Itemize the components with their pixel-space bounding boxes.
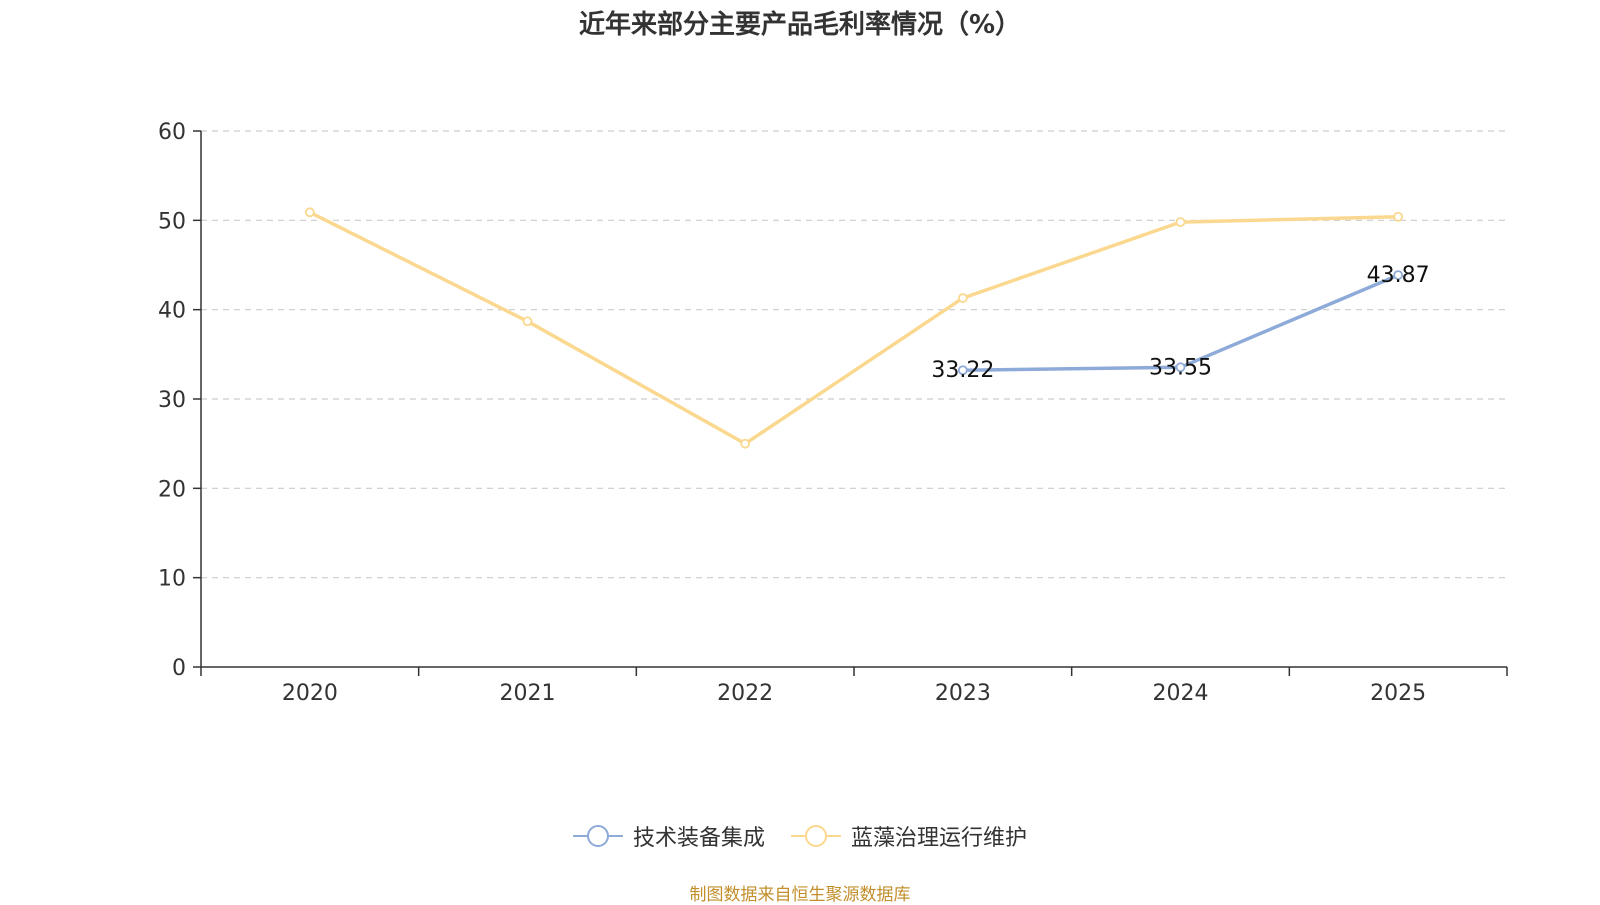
y-tick-label: 10 bbox=[158, 567, 186, 592]
x-tick-label: 2024 bbox=[1153, 681, 1209, 706]
legend-label: 蓝藻治理运行维护 bbox=[851, 826, 1028, 851]
legend: 技术装备集成 蓝藻治理运行维护 bbox=[0, 820, 1600, 852]
y-tick-label: 0 bbox=[172, 656, 186, 681]
x-tick-label: 2021 bbox=[500, 681, 556, 706]
data-point bbox=[1393, 211, 1404, 222]
legend-item-series-0[interactable]: 技术装备集成 bbox=[572, 820, 765, 852]
series-line-1 bbox=[309, 210, 1399, 446]
chart-title: 近年来部分主要产品毛利率情况（%） bbox=[578, 10, 1022, 40]
legend-line-marker-icon bbox=[791, 825, 841, 847]
data-label: 33.55 bbox=[1149, 355, 1212, 380]
data-labels: 33.22 33.55 43.87 bbox=[931, 263, 1429, 383]
y-tick-label: 40 bbox=[158, 299, 186, 324]
x-tick-label: 2022 bbox=[717, 681, 773, 706]
data-point bbox=[522, 316, 533, 327]
x-tick-label: 2020 bbox=[282, 681, 338, 706]
data-label: 33.22 bbox=[931, 358, 994, 383]
legend-line-marker-icon bbox=[572, 825, 623, 847]
series-lines bbox=[304, 207, 1404, 449]
grid-lines bbox=[201, 130, 1507, 579]
source-note: 制图数据来自恒生聚源数据库 bbox=[689, 885, 911, 905]
y-tick-label: 60 bbox=[158, 120, 186, 145]
data-label: 43.87 bbox=[1367, 263, 1430, 288]
axes: 0 10 20 30 40 50 60 2020 2021 2022 2023 2024 2025 bbox=[158, 120, 1508, 706]
x-tick-label: 2023 bbox=[935, 681, 991, 706]
data-point bbox=[1175, 217, 1186, 228]
y-tick-label: 20 bbox=[158, 477, 186, 502]
y-tick-label: 30 bbox=[158, 388, 186, 413]
legend-item-series-1[interactable]: 蓝藻治理运行维护 bbox=[791, 820, 1027, 852]
data-point bbox=[957, 365, 968, 376]
data-point bbox=[740, 438, 751, 449]
legend-label: 技术装备集成 bbox=[632, 826, 765, 851]
data-point bbox=[1393, 270, 1404, 280]
data-point bbox=[1175, 362, 1186, 373]
y-tick-label: 50 bbox=[158, 209, 186, 234]
x-tick-label: 2025 bbox=[1370, 681, 1426, 706]
data-point bbox=[957, 293, 968, 303]
data-point bbox=[304, 207, 315, 218]
